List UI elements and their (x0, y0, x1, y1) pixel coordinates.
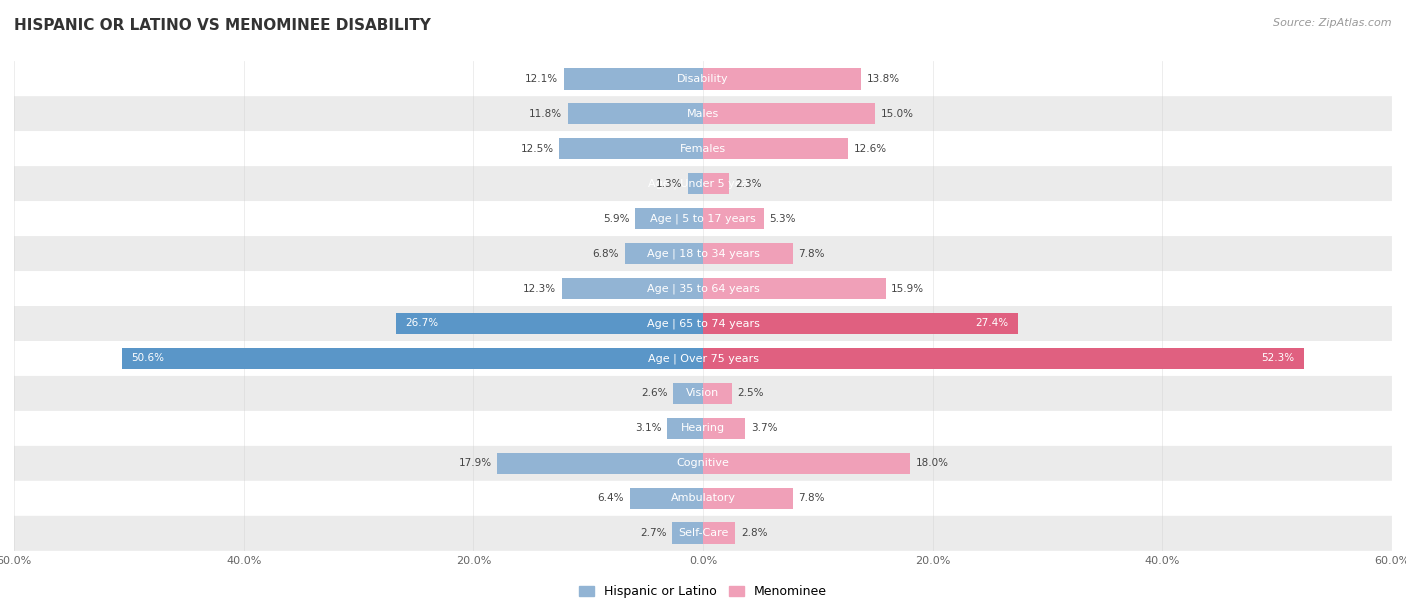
FancyBboxPatch shape (14, 131, 1392, 166)
Text: Age | 5 to 17 years: Age | 5 to 17 years (650, 214, 756, 224)
Text: 6.8%: 6.8% (593, 248, 619, 258)
Text: 1.3%: 1.3% (655, 179, 682, 188)
Bar (562, 278, 703, 299)
Text: Age | 18 to 34 years: Age | 18 to 34 years (647, 248, 759, 259)
Text: 2.8%: 2.8% (741, 528, 768, 539)
FancyBboxPatch shape (14, 61, 1392, 96)
Text: 11.8%: 11.8% (529, 109, 562, 119)
Text: 26.7%: 26.7% (405, 318, 439, 329)
Text: 15.0%: 15.0% (882, 109, 914, 119)
Text: HISPANIC OR LATINO VS MENOMINEE DISABILITY: HISPANIC OR LATINO VS MENOMINEE DISABILI… (14, 18, 430, 34)
Text: 17.9%: 17.9% (458, 458, 492, 468)
Bar (703, 452, 910, 474)
Text: Self-Care: Self-Care (678, 528, 728, 539)
Bar (703, 523, 735, 544)
Text: 7.8%: 7.8% (799, 493, 825, 503)
Bar (703, 348, 1303, 369)
Text: 5.9%: 5.9% (603, 214, 630, 223)
FancyBboxPatch shape (14, 271, 1392, 306)
Bar (703, 382, 731, 405)
FancyBboxPatch shape (14, 96, 1392, 131)
Text: Source: ZipAtlas.com: Source: ZipAtlas.com (1274, 18, 1392, 28)
Text: 6.4%: 6.4% (598, 493, 624, 503)
Bar (703, 278, 886, 299)
FancyBboxPatch shape (14, 376, 1392, 411)
Text: Cognitive: Cognitive (676, 458, 730, 468)
Bar (122, 348, 703, 369)
Text: 3.7%: 3.7% (751, 424, 778, 433)
Bar (568, 103, 703, 124)
Bar (703, 313, 1018, 334)
Text: Males: Males (688, 109, 718, 119)
Bar (703, 68, 862, 89)
Text: Ambulatory: Ambulatory (671, 493, 735, 503)
Bar (636, 207, 703, 230)
FancyBboxPatch shape (14, 446, 1392, 481)
Text: Age | Over 75 years: Age | Over 75 years (648, 353, 758, 364)
Text: 12.6%: 12.6% (853, 144, 887, 154)
Bar (703, 243, 793, 264)
Text: 18.0%: 18.0% (915, 458, 949, 468)
Text: Hearing: Hearing (681, 424, 725, 433)
Text: Age | 65 to 74 years: Age | 65 to 74 years (647, 318, 759, 329)
Text: 7.8%: 7.8% (799, 248, 825, 258)
Text: 12.1%: 12.1% (526, 73, 558, 84)
Bar (688, 173, 703, 195)
FancyBboxPatch shape (14, 481, 1392, 516)
FancyBboxPatch shape (14, 516, 1392, 551)
Text: Disability: Disability (678, 73, 728, 84)
Text: Vision: Vision (686, 389, 720, 398)
Text: 3.1%: 3.1% (636, 424, 662, 433)
Text: 27.4%: 27.4% (976, 318, 1008, 329)
Bar (703, 173, 730, 195)
Text: 5.3%: 5.3% (769, 214, 796, 223)
Bar (630, 488, 703, 509)
Text: Age | Under 5 years: Age | Under 5 years (648, 178, 758, 189)
Bar (703, 207, 763, 230)
Text: 12.3%: 12.3% (523, 283, 555, 294)
Text: 2.5%: 2.5% (738, 389, 763, 398)
Text: Females: Females (681, 144, 725, 154)
Bar (703, 488, 793, 509)
Text: 52.3%: 52.3% (1261, 354, 1295, 364)
Text: 50.6%: 50.6% (131, 354, 165, 364)
FancyBboxPatch shape (14, 411, 1392, 446)
Bar (564, 68, 703, 89)
Text: 2.3%: 2.3% (735, 179, 762, 188)
Text: 12.5%: 12.5% (520, 144, 554, 154)
Bar (560, 138, 703, 160)
Text: 13.8%: 13.8% (868, 73, 900, 84)
FancyBboxPatch shape (14, 341, 1392, 376)
Legend: Hispanic or Latino, Menominee: Hispanic or Latino, Menominee (574, 580, 832, 603)
Bar (703, 417, 745, 439)
FancyBboxPatch shape (14, 236, 1392, 271)
Text: Age | 35 to 64 years: Age | 35 to 64 years (647, 283, 759, 294)
Bar (703, 103, 875, 124)
Text: 2.6%: 2.6% (641, 389, 668, 398)
Bar (624, 243, 703, 264)
FancyBboxPatch shape (14, 201, 1392, 236)
Bar (703, 138, 848, 160)
FancyBboxPatch shape (14, 306, 1392, 341)
Bar (498, 452, 703, 474)
Text: 2.7%: 2.7% (640, 528, 666, 539)
Bar (672, 523, 703, 544)
FancyBboxPatch shape (14, 166, 1392, 201)
Bar (396, 313, 703, 334)
Text: 15.9%: 15.9% (891, 283, 924, 294)
Bar (673, 382, 703, 405)
Bar (668, 417, 703, 439)
